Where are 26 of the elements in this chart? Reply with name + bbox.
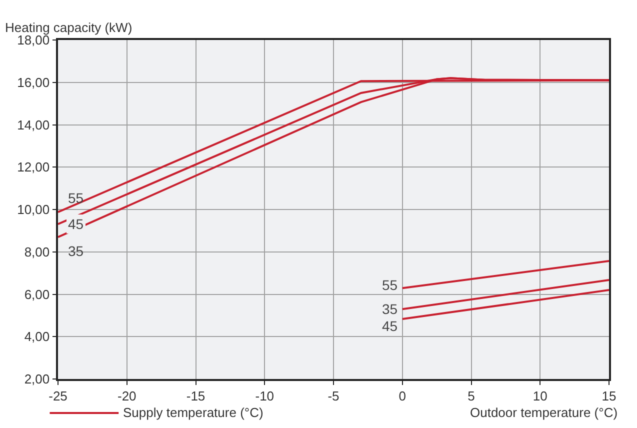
y-tick-label: 14,00 xyxy=(17,117,50,132)
x-tick-label: 15 xyxy=(602,388,616,404)
y-tick-label: 10,00 xyxy=(17,202,50,218)
x-tick-label: 10 xyxy=(532,388,548,404)
y-tick-label: 12,00 xyxy=(17,160,50,175)
y-tick-label: 4,00 xyxy=(24,329,50,344)
x-axis-title: Outdoor temperature (°C) xyxy=(470,405,618,420)
series-label: 55 xyxy=(382,277,398,293)
series-label: 45 xyxy=(382,318,398,334)
x-tick-label: -15 xyxy=(186,388,206,404)
x-tick-label: 5 xyxy=(468,388,475,404)
x-tick-label: -25 xyxy=(48,388,68,404)
x-tick-label: 0 xyxy=(398,388,406,404)
y-tick-label: 2,00 xyxy=(24,372,50,387)
series-label: 35 xyxy=(382,301,398,317)
x-tick-label: -20 xyxy=(117,388,136,404)
series-label: 55 xyxy=(68,190,84,206)
y-axis-title: Heating capacity (kW) xyxy=(5,20,132,35)
x-tick-label: -5 xyxy=(328,388,340,404)
y-tick-label: 8,00 xyxy=(24,244,50,260)
y-tick-label: 16,00 xyxy=(17,74,50,90)
x-tick-label: -10 xyxy=(255,388,274,404)
series-label: 35 xyxy=(68,243,84,259)
series-label: 45 xyxy=(68,216,84,232)
y-tick-label: 6,00 xyxy=(24,286,50,302)
legend-title: Supply temperature (°C) xyxy=(123,405,264,420)
